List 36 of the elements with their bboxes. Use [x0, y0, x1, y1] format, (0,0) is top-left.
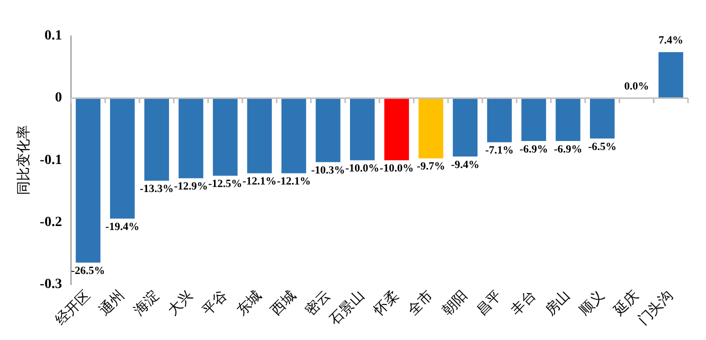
- data-label: -10.0%: [345, 162, 380, 175]
- x-tick-label: 东城: [234, 287, 265, 319]
- x-tick-label: 大兴: [165, 287, 196, 319]
- data-label: 0.0%: [624, 80, 649, 92]
- x-tick-label: 海淀: [130, 287, 162, 319]
- data-label: -6.5%: [588, 140, 617, 153]
- y-tick-label: -0.2: [40, 214, 62, 230]
- data-label: -12.9%: [174, 180, 208, 193]
- x-tick-label: 顺义: [576, 287, 608, 319]
- x-tick-label: 平谷: [200, 287, 231, 319]
- data-label: -12.5%: [208, 178, 242, 190]
- data-label: -13.3%: [140, 183, 174, 196]
- data-label: -10.3%: [311, 164, 346, 176]
- y-tick-label: 0.1: [44, 28, 62, 44]
- data-label: 7.4%: [658, 34, 684, 46]
- x-tick-label: 丰台: [508, 287, 540, 319]
- data-label: -26.5%: [71, 265, 106, 278]
- x-tick-label: 房山: [542, 287, 574, 319]
- x-tick-label: 全市: [405, 287, 436, 319]
- data-label: -9.7%: [416, 160, 446, 173]
- data-label: -6.9%: [554, 143, 582, 156]
- data-label: -9.4%: [450, 158, 480, 171]
- data-label: -12.1%: [276, 176, 311, 188]
- y-tick-label: -0.1: [40, 152, 62, 168]
- x-tick-label: 通州: [96, 287, 128, 319]
- x-tick-label: 昌平: [474, 288, 505, 319]
- data-label: -19.4%: [105, 220, 140, 233]
- data-label: -7.1%: [485, 144, 514, 157]
- y-tick-label: 0: [54, 90, 62, 106]
- x-tick-label: 怀柔: [370, 287, 402, 320]
- x-tick-label: 西城: [268, 287, 300, 319]
- data-label: -12.1%: [242, 176, 276, 188]
- x-tick-label: 朝阳: [439, 287, 471, 319]
- data-label: -6.9%: [520, 143, 548, 156]
- y-axis-title: 同比变化率: [16, 125, 32, 196]
- data-label: -10.0%: [380, 162, 414, 175]
